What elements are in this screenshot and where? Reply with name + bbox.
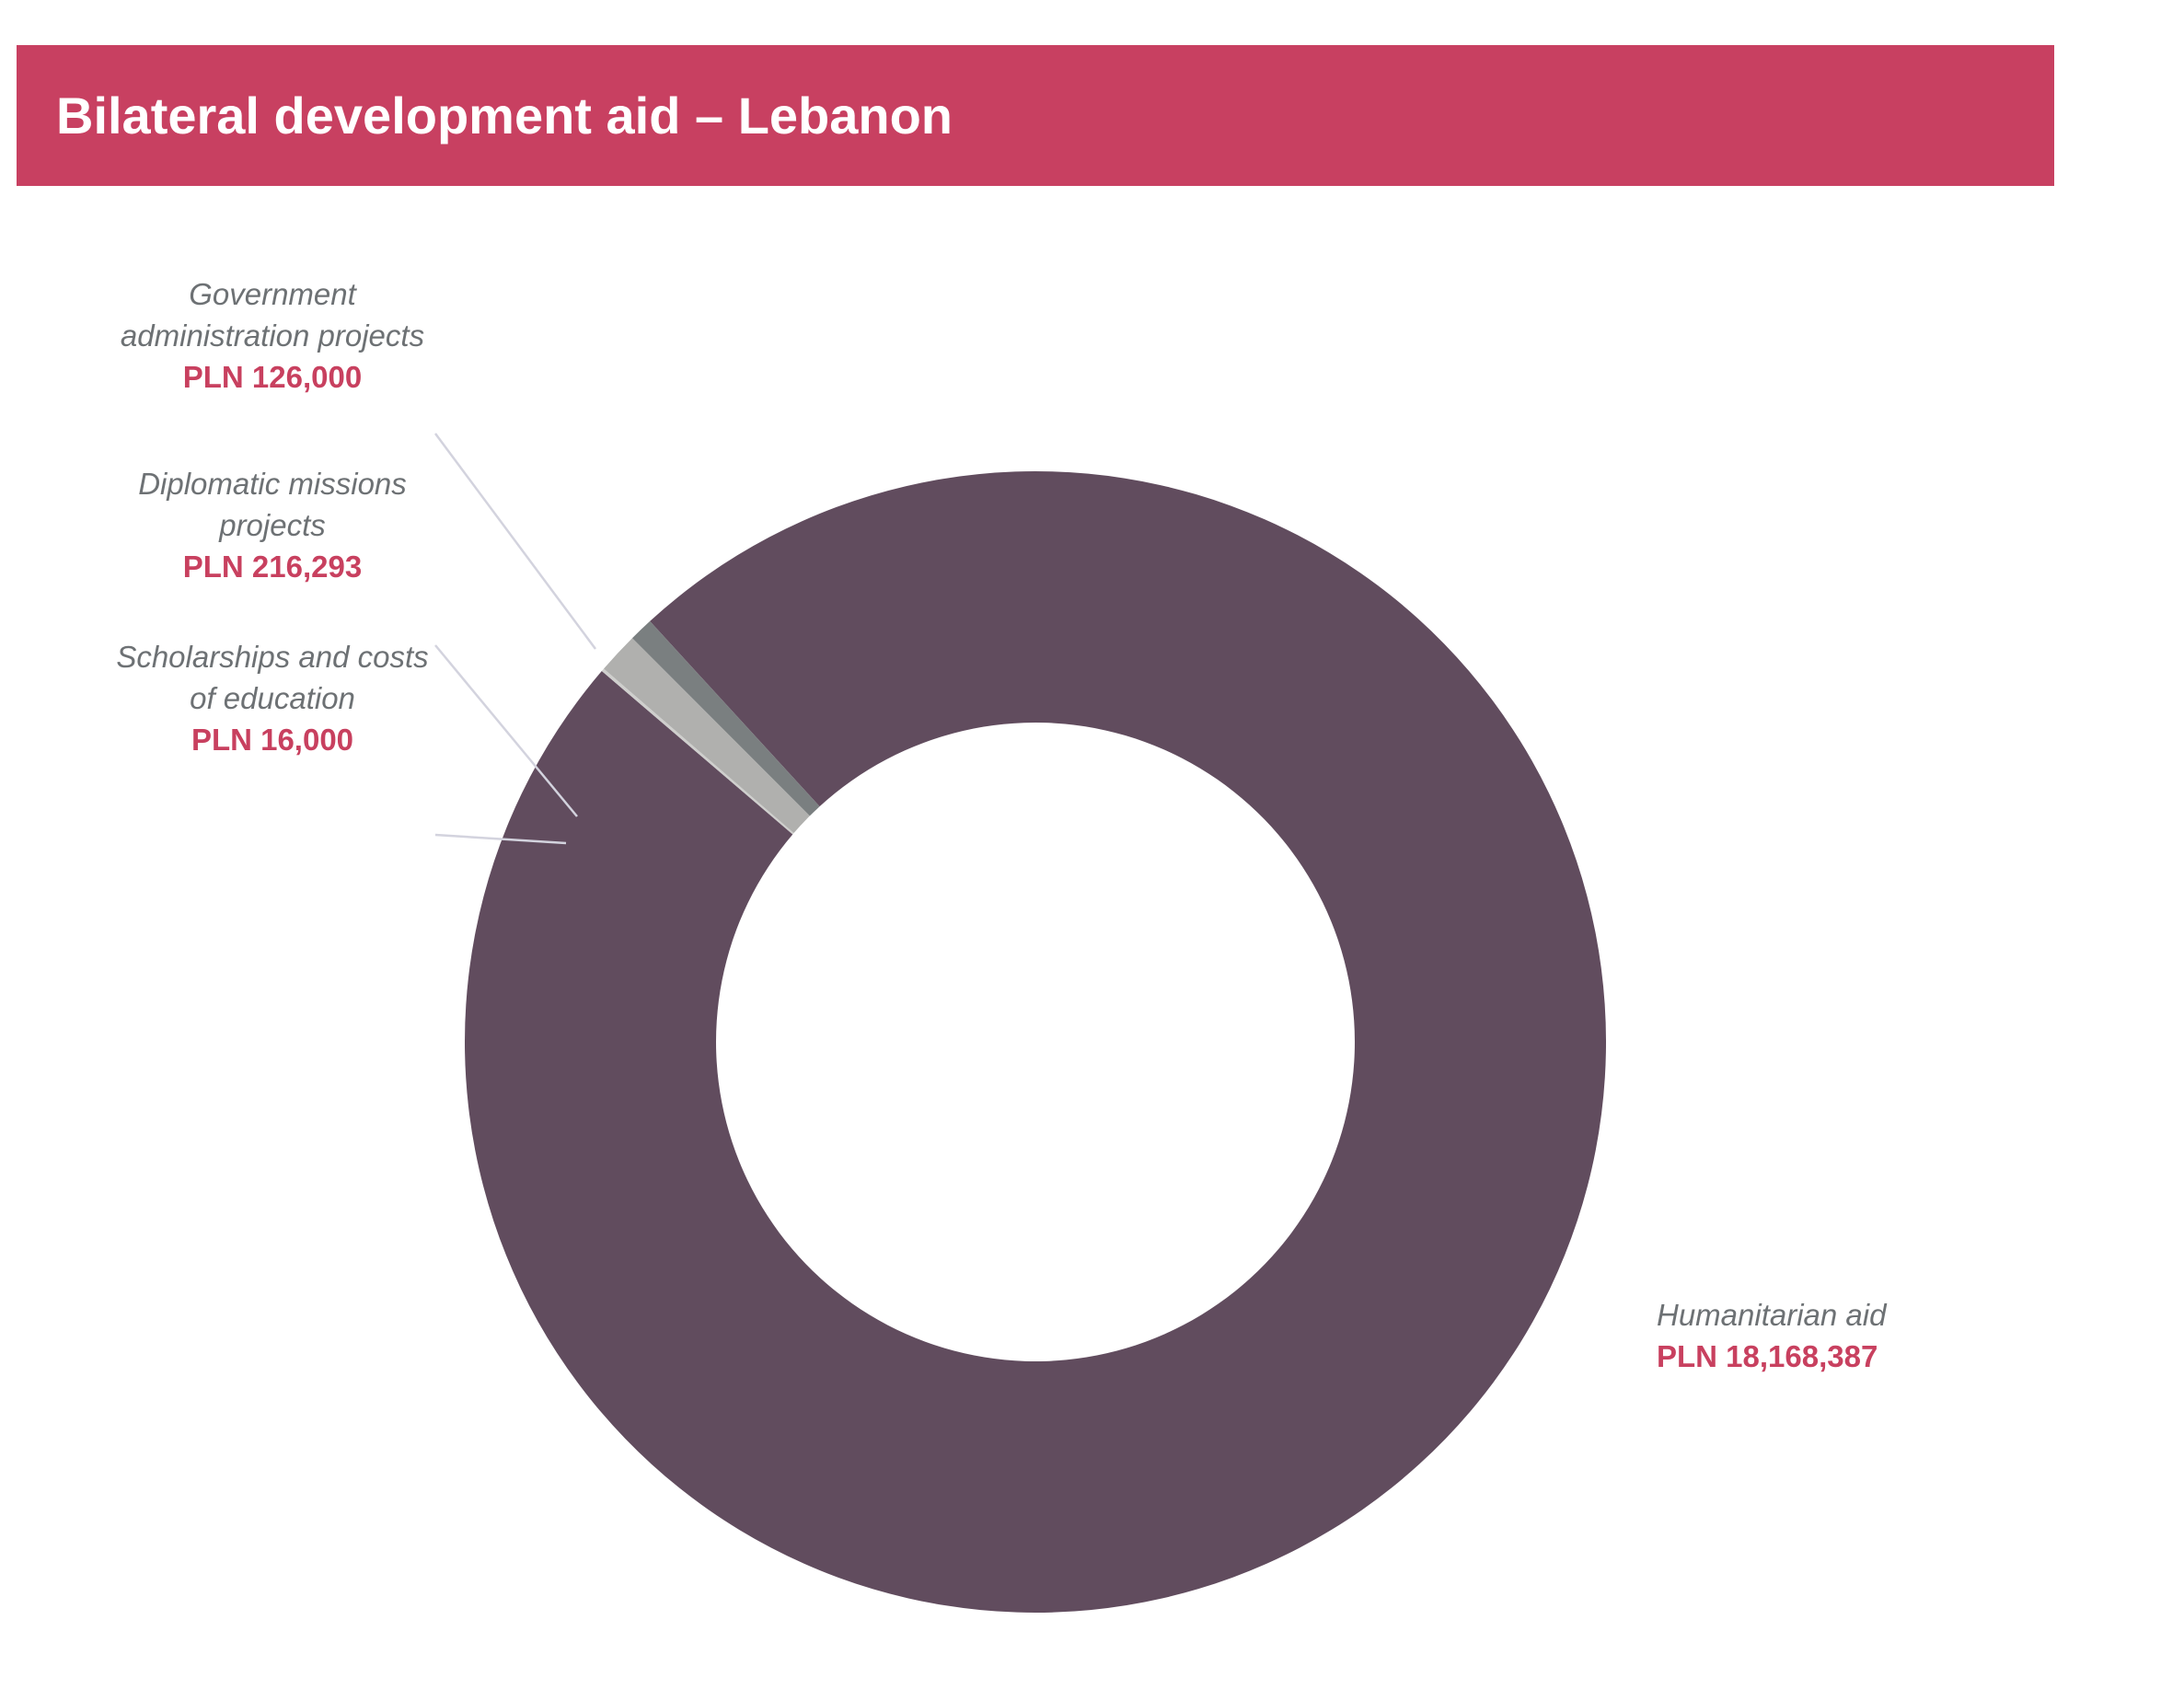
slice-name: administration projects bbox=[120, 318, 425, 353]
donut-slice-1 bbox=[601, 668, 794, 835]
slice-name: Scholarships and costs bbox=[116, 640, 429, 674]
slice-name: Humanitarian aid bbox=[1657, 1298, 1887, 1332]
slice-name: Diplomatic missions bbox=[138, 467, 407, 501]
leader-line-scholarships bbox=[434, 833, 567, 845]
donut-slice-0 bbox=[464, 471, 1606, 1614]
title-banner bbox=[17, 45, 2054, 186]
donut-slice-3 bbox=[631, 620, 820, 816]
slice-name: Government bbox=[189, 277, 356, 311]
donut-slice-2 bbox=[604, 638, 810, 834]
chart-title: Bilateral development aid – Lebanon bbox=[56, 87, 953, 145]
slice-value: PLN 126,000 bbox=[182, 360, 363, 394]
slice-value: PLN 18,168,387 bbox=[1657, 1339, 1878, 1373]
slice-value: PLN 16,000 bbox=[191, 723, 354, 757]
slice-value: PLN 216,293 bbox=[182, 550, 363, 584]
slice-name: projects bbox=[219, 508, 326, 542]
label-scholarships: Scholarships and costs of education PLN … bbox=[79, 636, 466, 760]
label-humanitarian-aid: Humanitarian aid PLN 18,168,387 bbox=[1657, 1294, 2043, 1377]
label-government-administration: Government administration projects PLN 1… bbox=[79, 273, 466, 398]
slice-name: of education bbox=[190, 681, 355, 715]
label-diplomatic-missions: Diplomatic missions projects PLN 216,293 bbox=[79, 463, 466, 587]
leader-line-diplomatic bbox=[434, 644, 578, 817]
leader-line-government bbox=[433, 433, 597, 650]
